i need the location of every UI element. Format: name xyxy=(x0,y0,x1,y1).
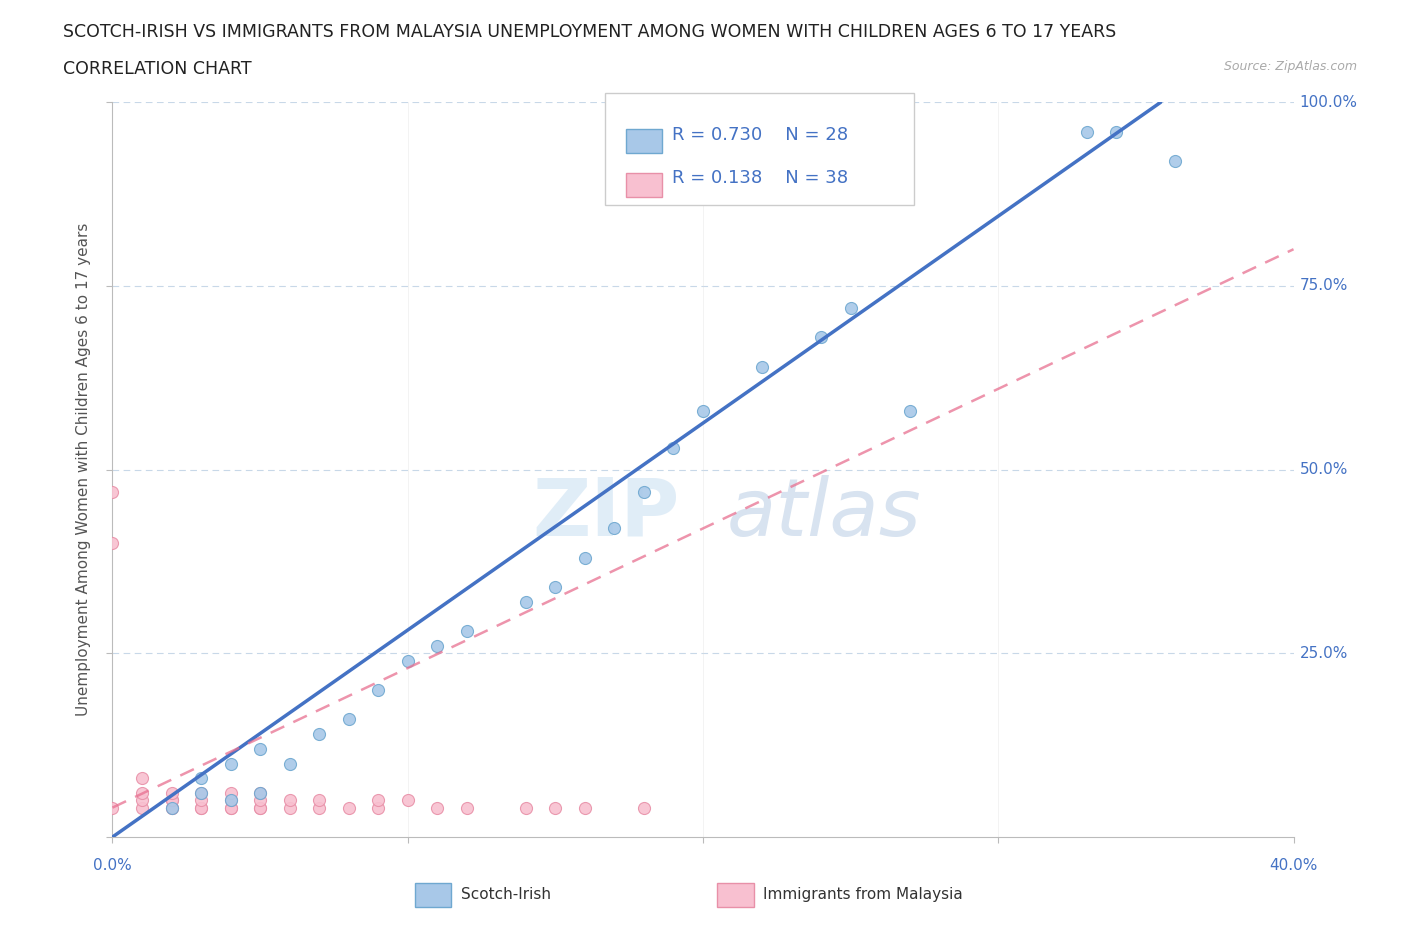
Point xyxy=(249,786,271,801)
Point xyxy=(190,800,212,815)
Point xyxy=(278,756,301,771)
Point xyxy=(367,683,389,698)
Text: Immigrants from Malaysia: Immigrants from Malaysia xyxy=(763,887,963,902)
Point xyxy=(1076,125,1098,140)
Point xyxy=(101,536,124,551)
Point xyxy=(219,800,242,815)
Point xyxy=(515,800,537,815)
Point xyxy=(337,800,360,815)
Point xyxy=(692,404,714,418)
Point xyxy=(515,594,537,609)
Point xyxy=(426,800,449,815)
Text: SCOTCH-IRISH VS IMMIGRANTS FROM MALAYSIA UNEMPLOYMENT AMONG WOMEN WITH CHILDREN : SCOTCH-IRISH VS IMMIGRANTS FROM MALAYSIA… xyxy=(63,23,1116,41)
Point xyxy=(131,792,153,807)
Point xyxy=(219,756,242,771)
Point xyxy=(456,624,478,639)
Text: atlas: atlas xyxy=(727,474,921,552)
Point xyxy=(633,800,655,815)
Point xyxy=(308,800,330,815)
Point xyxy=(249,792,271,807)
Point xyxy=(367,792,389,807)
Point xyxy=(249,786,271,801)
Point xyxy=(308,726,330,741)
Point xyxy=(190,771,212,786)
Point xyxy=(603,521,626,536)
Point xyxy=(898,404,921,418)
Text: R = 0.138    N = 38: R = 0.138 N = 38 xyxy=(672,169,848,187)
Text: ZIP: ZIP xyxy=(531,474,679,552)
Point xyxy=(190,800,212,815)
Point xyxy=(160,800,183,815)
Text: Scotch-Irish: Scotch-Irish xyxy=(461,887,551,902)
Text: 40.0%: 40.0% xyxy=(1270,857,1317,872)
Text: R = 0.730    N = 28: R = 0.730 N = 28 xyxy=(672,126,848,144)
Point xyxy=(633,485,655,499)
Point xyxy=(278,800,301,815)
Text: CORRELATION CHART: CORRELATION CHART xyxy=(63,60,252,78)
Text: 0.0%: 0.0% xyxy=(93,857,132,872)
Point xyxy=(426,639,449,654)
Point xyxy=(278,792,301,807)
Point xyxy=(219,792,242,807)
Point xyxy=(810,330,832,345)
Point xyxy=(131,786,153,801)
Point xyxy=(839,300,862,315)
Text: 50.0%: 50.0% xyxy=(1299,462,1348,477)
Point xyxy=(190,786,212,801)
Point xyxy=(396,792,419,807)
Point xyxy=(544,579,567,594)
Point xyxy=(160,800,183,815)
Point xyxy=(308,792,330,807)
Point xyxy=(574,551,596,565)
Text: 75.0%: 75.0% xyxy=(1299,278,1348,294)
Point xyxy=(662,440,685,455)
Point xyxy=(456,800,478,815)
Point xyxy=(219,792,242,807)
Point xyxy=(131,800,153,815)
Point xyxy=(1164,153,1187,168)
Point xyxy=(101,485,124,499)
Point xyxy=(367,800,389,815)
Point xyxy=(160,786,183,801)
Point xyxy=(190,792,212,807)
Point xyxy=(101,800,124,815)
Text: 100.0%: 100.0% xyxy=(1299,95,1357,110)
Point xyxy=(219,800,242,815)
Point xyxy=(337,712,360,727)
Point xyxy=(131,771,153,786)
Point xyxy=(160,792,183,807)
Text: Source: ZipAtlas.com: Source: ZipAtlas.com xyxy=(1223,60,1357,73)
Point xyxy=(544,800,567,815)
Point xyxy=(160,792,183,807)
Point xyxy=(1105,125,1128,140)
Point xyxy=(396,653,419,668)
Y-axis label: Unemployment Among Women with Children Ages 6 to 17 years: Unemployment Among Women with Children A… xyxy=(76,223,91,716)
Point xyxy=(190,786,212,801)
Point xyxy=(249,800,271,815)
Point xyxy=(249,741,271,756)
Point xyxy=(751,359,773,374)
Point xyxy=(160,800,183,815)
Point xyxy=(219,786,242,801)
Text: 25.0%: 25.0% xyxy=(1299,645,1348,661)
Point xyxy=(574,800,596,815)
Point xyxy=(249,800,271,815)
